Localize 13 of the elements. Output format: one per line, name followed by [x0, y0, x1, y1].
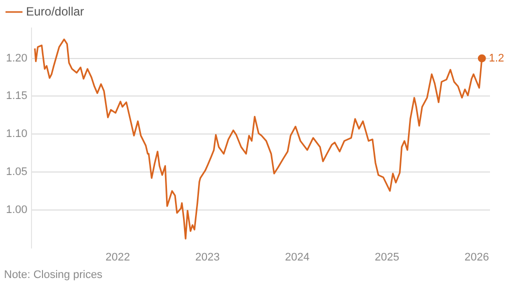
x-tick-label: 2025 [374, 251, 400, 264]
x-tick-label: 2023 [195, 251, 220, 264]
legend-label: Euro/dollar [26, 4, 84, 18]
annotation: 1.2 [488, 52, 504, 64]
x-tick-label: 2026 [464, 251, 489, 264]
x-tick-label: 2022 [105, 251, 130, 264]
y-tick-label: 1.05 [6, 166, 28, 178]
x-tick-label: 2024 [284, 251, 310, 264]
y-tick-label: 1.00 [6, 204, 28, 216]
y-tick-label: 1.15 [6, 90, 28, 102]
text: Note: Closing prices [4, 269, 103, 282]
y-tick-label: 1.20 [6, 52, 28, 64]
y-tick-label: 1.10 [6, 128, 28, 140]
